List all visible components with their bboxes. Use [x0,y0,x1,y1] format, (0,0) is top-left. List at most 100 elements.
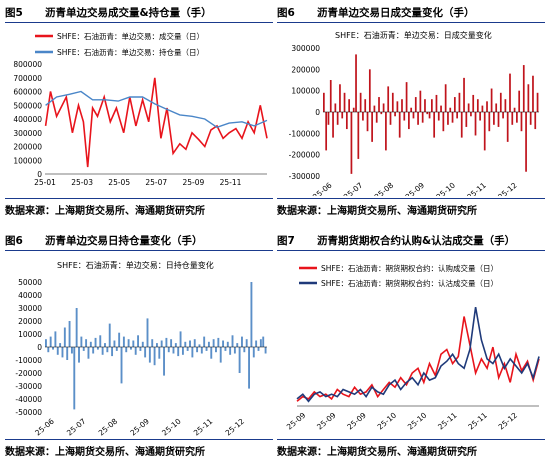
bar [495,103,498,112]
y-tick-label: -10000 [15,356,42,365]
bar [222,340,225,347]
x-tick-label: 25-06 [311,180,334,196]
bar [352,107,355,112]
bar [460,112,463,138]
bar [233,347,236,354]
x-tick-label: 25-10 [434,180,457,196]
bar [398,112,401,138]
bar [325,112,328,151]
bar [56,347,59,355]
legend-label: SHFE：石油沥青：单边交易：持仓量（日） [57,47,204,57]
y-tick-label: -100000 [289,129,321,138]
y-tick-label: 500000 [13,101,42,110]
bar [403,112,406,121]
bar [355,54,357,112]
x-tick-label: 25-01 [34,178,56,187]
bar [177,347,180,357]
legend-label: SHFE：石油沥青：期货期权合约：认购成交量（日） [321,263,498,273]
bar [115,347,118,351]
bar [428,112,431,119]
y-tick-label: 20000 [18,317,42,326]
bar [250,282,253,347]
bar [449,107,452,112]
bar [245,339,248,347]
bar [52,347,54,350]
bar [82,347,85,351]
y-tick-label: 200000 [291,65,320,74]
bar [332,112,334,138]
legend-label: SHFE：石油沥青：单边交易：成交量（日） [57,31,204,41]
bar [387,86,390,112]
bar [215,347,217,353]
bar [255,340,258,347]
bar [472,94,475,112]
bar [146,318,149,347]
bar [371,112,373,142]
bar [198,344,201,347]
bar [241,336,243,347]
bar [426,112,429,115]
bar [200,347,203,354]
bar [63,327,66,347]
bar [205,347,208,351]
bar [401,99,403,112]
bar [264,347,267,354]
bar [509,73,511,112]
bar [327,112,330,125]
bar [382,103,385,112]
bar [433,112,436,138]
bar [366,112,369,132]
bar [118,332,121,347]
bar [47,347,50,353]
bar [127,339,130,347]
bar [336,112,339,125]
x-tick-label: 25-10 [160,416,183,437]
bar [236,343,239,347]
bar [536,92,539,112]
bar [137,335,139,347]
bar [207,341,210,347]
bar [68,321,71,347]
x-tick-label: 25-12 [224,416,247,437]
bar [125,347,128,353]
panel-title: 图6 沥青单边交易日持仓量变化（手） [5,232,273,251]
panel-title: 图6 沥青单边交易日成交量变化（手） [277,4,545,23]
y-tick-label: 100000 [13,156,42,165]
bar [417,112,419,125]
bar [120,347,123,384]
series-call-volume-line [296,316,540,402]
bar [78,347,80,363]
bar [111,347,114,357]
bar [520,112,523,132]
bar [513,107,516,112]
x-tick-label: 25-12 [497,410,520,431]
bar [345,112,348,130]
x-tick-label: 25-11 [220,178,242,187]
bar [465,112,468,127]
bar [170,339,173,347]
bar [259,339,262,347]
bar [144,347,147,358]
bar [343,92,346,112]
bar [408,112,410,130]
x-tick-label: 25-09 [315,410,338,431]
y-tick-label: 300000 [13,129,42,138]
x-tick-label: 25-11 [465,180,488,196]
x-tick-label: 25-08 [97,416,120,437]
bar [73,347,76,410]
x-tick-label: 25-09 [345,410,368,431]
x-tick-label: 25-11 [466,410,489,431]
bar [160,340,163,347]
bar [130,347,132,350]
bar [96,347,99,350]
bar [148,347,151,363]
bar [49,336,52,347]
y-tick-label: -50000 [15,408,42,417]
bar [470,112,472,117]
bar [186,347,189,351]
x-tick-label: 25-06 [33,416,56,437]
y-tick-label: 0 [315,108,320,117]
bar [488,112,491,132]
y-tick-label: 40000 [18,291,42,300]
bar [421,112,424,123]
